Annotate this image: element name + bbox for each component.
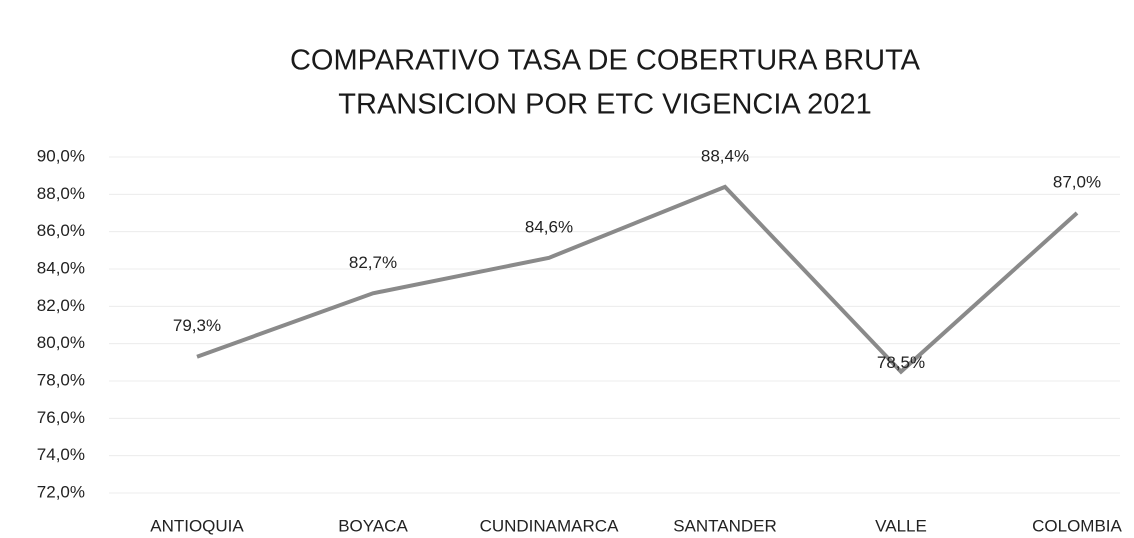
data-label: 87,0% xyxy=(1053,172,1101,191)
y-tick-label: 90,0% xyxy=(37,146,85,165)
x-tick-label: COLOMBIA xyxy=(1032,516,1122,535)
y-tick-label: 80,0% xyxy=(37,333,85,352)
line-series xyxy=(196,184,1079,375)
data-label: 84,6% xyxy=(525,217,573,236)
chart-title: COMPARATIVO TASA DE COBERTURA BRUTA xyxy=(290,45,921,77)
data-label: 82,7% xyxy=(349,253,397,272)
data-label: 79,3% xyxy=(173,316,221,335)
x-tick-label: BOYACA xyxy=(338,516,408,535)
x-tick-label: CUNDINAMARCA xyxy=(480,516,620,535)
x-tick-label: ANTIOQUIA xyxy=(150,516,244,535)
x-tick-label: VALLE xyxy=(875,516,927,535)
y-tick-label: 88,0% xyxy=(37,184,85,203)
y-tick-label: 78,0% xyxy=(37,370,85,389)
data-label: 78,5% xyxy=(877,353,925,372)
x-tick-label: SANTANDER xyxy=(673,516,777,535)
y-tick-label: 76,0% xyxy=(37,408,85,427)
y-tick-label: 82,0% xyxy=(37,296,85,315)
y-tick-label: 72,0% xyxy=(37,482,85,501)
y-tick-label: 86,0% xyxy=(37,221,85,240)
chart-title: TRANSICION POR ETC VIGENCIA 2021 xyxy=(338,89,871,121)
y-tick-label: 84,0% xyxy=(37,258,85,277)
y-tick-label: 74,0% xyxy=(37,445,85,464)
data-label: 88,4% xyxy=(701,146,749,165)
